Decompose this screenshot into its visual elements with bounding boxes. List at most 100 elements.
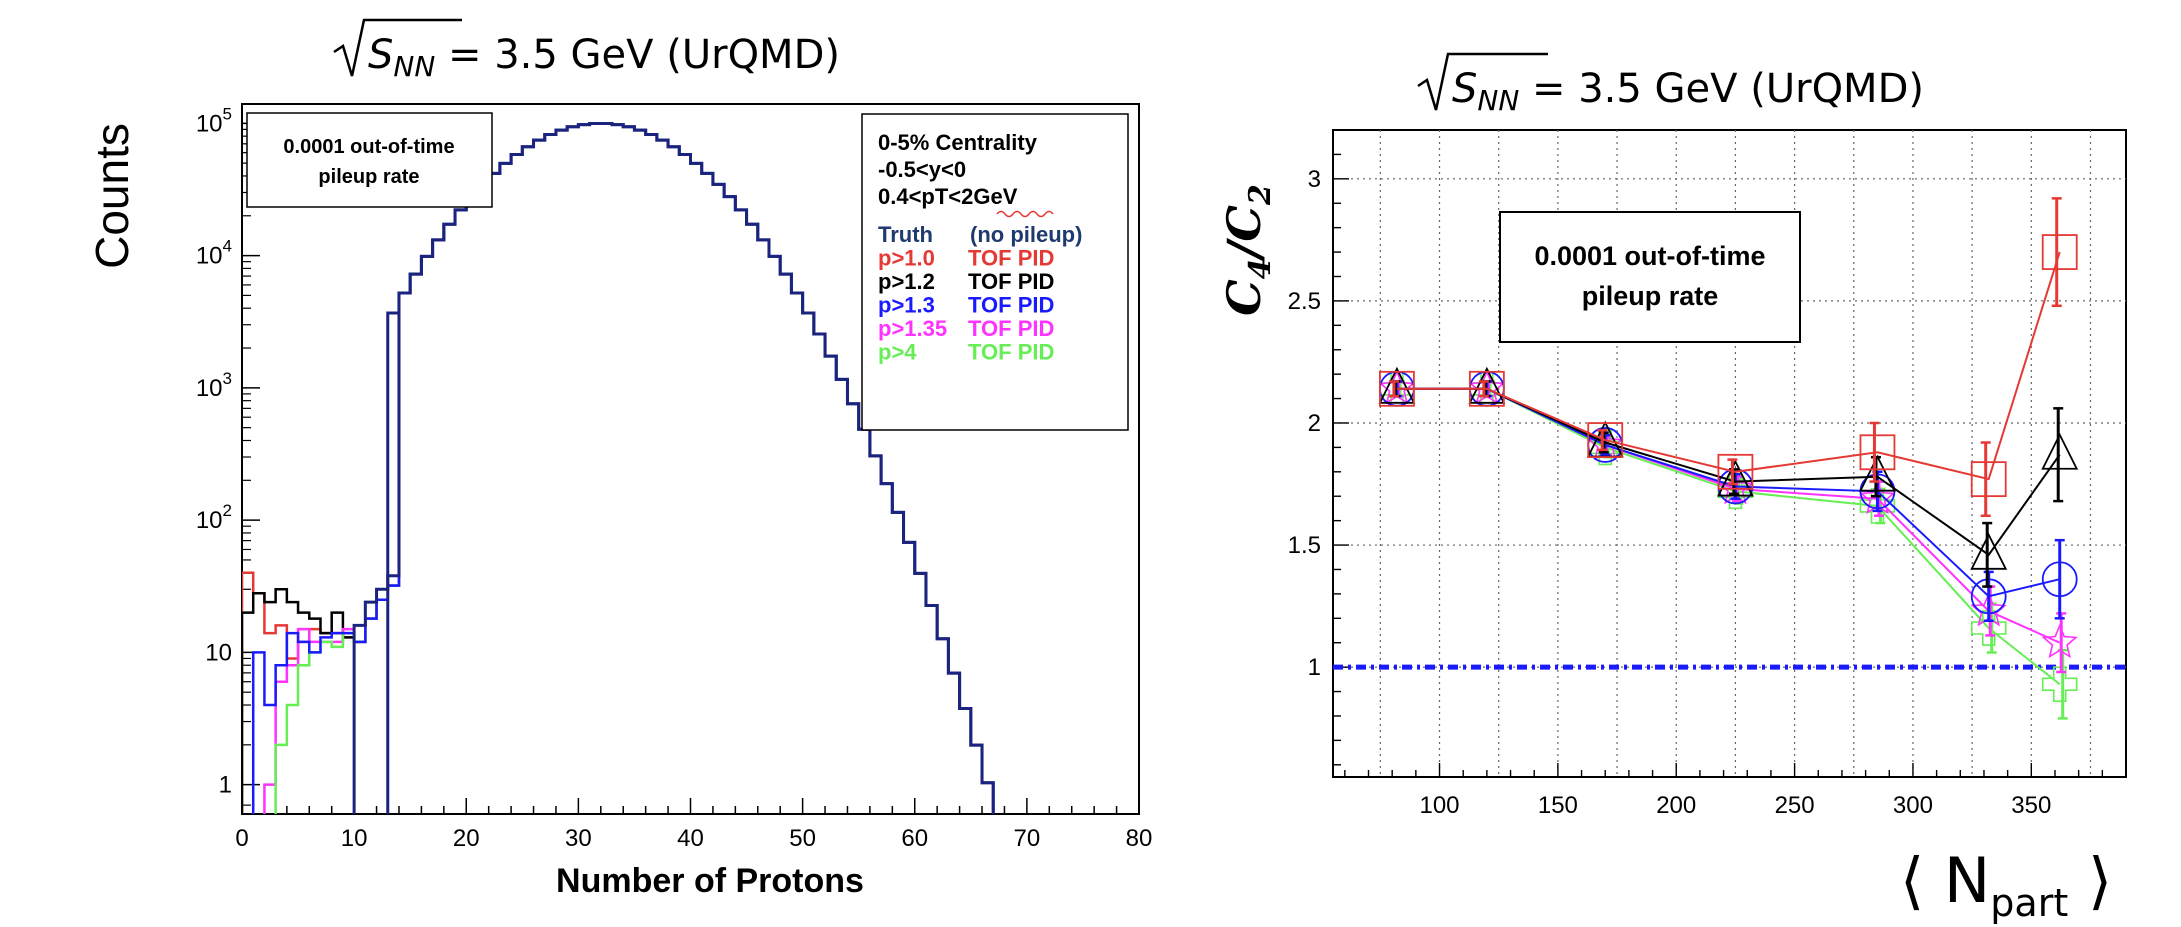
right-ytick-label: 1 <box>1308 654 1321 681</box>
series-line-p4 <box>1396 387 2061 685</box>
right-title: SNN = 3.5 GeV (UrQMD) <box>1417 52 1924 117</box>
legend-desc: (no pileup) <box>970 222 1082 247</box>
left-annotation-box <box>246 112 493 208</box>
legend-desc: TOF PID <box>968 246 1054 271</box>
legend-name: p>4 <box>878 340 917 365</box>
legend-name: p>1.3 <box>878 293 935 318</box>
legend-header-2: -0.5<y<0 <box>878 157 966 182</box>
right-title-sym: S <box>1452 66 1477 112</box>
left-ytick-label: 104 <box>196 237 232 270</box>
right-ytick-label: 2 <box>1308 410 1321 437</box>
left-legend-box <box>861 113 1129 431</box>
series-p10 <box>1379 197 2078 518</box>
legend-name: p>1.35 <box>878 316 947 341</box>
right-title-sub: NN <box>1477 84 1519 117</box>
left-ticks: 0 10 20 30 40 50 60 70 80 1 10 102 103 104 105 <box>196 104 1153 852</box>
right-title-text: = 3.5 GeV (UrQMD) <box>1519 66 1924 112</box>
data-point-triangle <box>1378 366 1416 404</box>
right-xlabel-sub: part <box>1990 881 2068 925</box>
left-ytick-label: 105 <box>196 104 232 137</box>
data-point-square <box>1859 434 1896 471</box>
data-point-cross <box>2041 666 2078 703</box>
legend-header-3: 0.4<pT<2GeV <box>878 184 1018 209</box>
legend-name: p>1.2 <box>878 269 935 294</box>
left-xtick-label: 80 <box>1126 825 1153 852</box>
right-ytick-label: 1.5 <box>1288 532 1321 559</box>
left-panel: SNN = 3.5 GeV (UrQMD) Counts 0 10 20 30 40 50… <box>86 18 1153 900</box>
right-xtick-label: 150 <box>1538 792 1578 819</box>
right-annotation-line1: 0.0001 out-of-time <box>1534 241 1765 271</box>
left-xtick-label: 50 <box>789 825 816 852</box>
right-xtick-label: 350 <box>2011 792 2051 819</box>
data-point-square <box>1717 453 1754 490</box>
right-xtick-label: 300 <box>1893 792 1933 819</box>
svg-text:SNN = 3.5 GeV (UrQMD): SNN = 3.5 GeV (UrQMD) <box>368 32 840 83</box>
right-xtick-label: 100 <box>1419 792 1459 819</box>
right-xlabel: ⟨ Npart ⟩ <box>1900 844 2112 925</box>
legend-desc: TOF PID <box>968 293 1054 318</box>
right-xlabel-main: N <box>1944 844 1990 917</box>
right-ylabel: C4/C2 <box>1217 184 1278 316</box>
right-plot-frame <box>1332 129 2127 778</box>
left-title: SNN = 3.5 GeV (UrQMD) <box>333 18 840 83</box>
left-ytick-label: 1 <box>219 772 232 799</box>
series-line-p135 <box>1396 387 2061 644</box>
right-ylabel-den: 2 <box>1243 184 1278 206</box>
right-ylabel-num: 4 <box>1243 258 1278 279</box>
right-ylabel-c2: C <box>1217 205 1271 242</box>
legend-desc: TOF PID <box>968 340 1054 365</box>
right-xtick-label: 200 <box>1656 792 1696 819</box>
right-ytick-label: 3 <box>1308 166 1321 193</box>
legend-rows: Truth (no pileup) p>1.0 TOF PID p>1.2 TOF PID… <box>878 222 1082 365</box>
right-annotation-line2: pileup rate <box>1582 281 1719 311</box>
left-title-sym: S <box>368 32 393 78</box>
right-ytick-label: 2.5 <box>1288 288 1321 315</box>
left-title-sqrt-sign <box>333 18 462 77</box>
data-point-triangle <box>2041 432 2079 470</box>
data-point-triangle <box>1716 459 1754 497</box>
series-line-p10 <box>1396 251 2061 481</box>
right-xtick-label: 250 <box>1775 792 1815 819</box>
data-point-star <box>2041 623 2078 659</box>
legend-name: p>1.0 <box>878 246 935 271</box>
legend-name: Truth <box>878 222 933 247</box>
data-point-triangle <box>1970 532 2008 570</box>
left-xtick-label: 40 <box>677 825 704 852</box>
left-xtick-label: 10 <box>341 825 368 852</box>
left-xtick-label: 0 <box>235 825 248 852</box>
legend-desc: TOF PID <box>968 269 1054 294</box>
left-title-sub: NN <box>393 50 435 83</box>
data-point-cross <box>1859 488 1896 524</box>
left-xtick-label: 70 <box>1014 825 1041 852</box>
data-point-square <box>1379 370 1415 407</box>
svg-text:SNN = 3.5 GeV (UrQMD): SNN = 3.5 GeV (UrQMD) <box>1452 66 1924 117</box>
left-xtick-label: 30 <box>565 825 592 852</box>
left-title-text: = 3.5 GeV (UrQMD) <box>435 32 840 78</box>
right-title-sqrt-sign <box>1417 52 1548 111</box>
right-annotation: 0.0001 out-of-time pileup rate <box>1499 211 1801 343</box>
left-annotation: 0.0001 out-of-time pileup rate <box>246 112 493 208</box>
data-point-square <box>1970 461 2007 498</box>
right-ylabel-c1: C <box>1217 279 1271 316</box>
right-annotation-box <box>1499 211 1801 343</box>
right-data <box>1333 197 2126 720</box>
left-annotation-line2: pileup rate <box>318 166 419 188</box>
legend-header-3-squiggle <box>996 210 1054 218</box>
legend-desc: TOF PID <box>968 316 1054 341</box>
data-point-triangle <box>1468 366 1506 404</box>
legend-header-1: 0-5% Centrality <box>878 130 1038 155</box>
hist-series-truth-bulk <box>386 121 995 814</box>
data-point-square <box>1587 422 1624 458</box>
right-panel: SNN = 3.5 GeV (UrQMD) C4/C2 100 150 200 250… <box>1217 52 2127 925</box>
left-data <box>242 121 995 814</box>
left-ytick-label: 103 <box>196 369 232 402</box>
left-ytick-label: 10 <box>205 639 232 666</box>
left-ylabel: Counts <box>86 123 138 269</box>
left-legend: 0-5% Centrality -0.5<y<0 0.4<pT<2GeV Tru… <box>861 113 1129 431</box>
left-ytick-label: 102 <box>196 501 232 534</box>
right-ticks: 100 150 200 250 300 350 1 1.5 2 2.5 3 <box>1288 153 2104 819</box>
left-xlabel: Number of Protons <box>556 862 864 900</box>
left-xtick-label: 60 <box>901 825 928 852</box>
data-point-circle <box>2041 561 2078 598</box>
